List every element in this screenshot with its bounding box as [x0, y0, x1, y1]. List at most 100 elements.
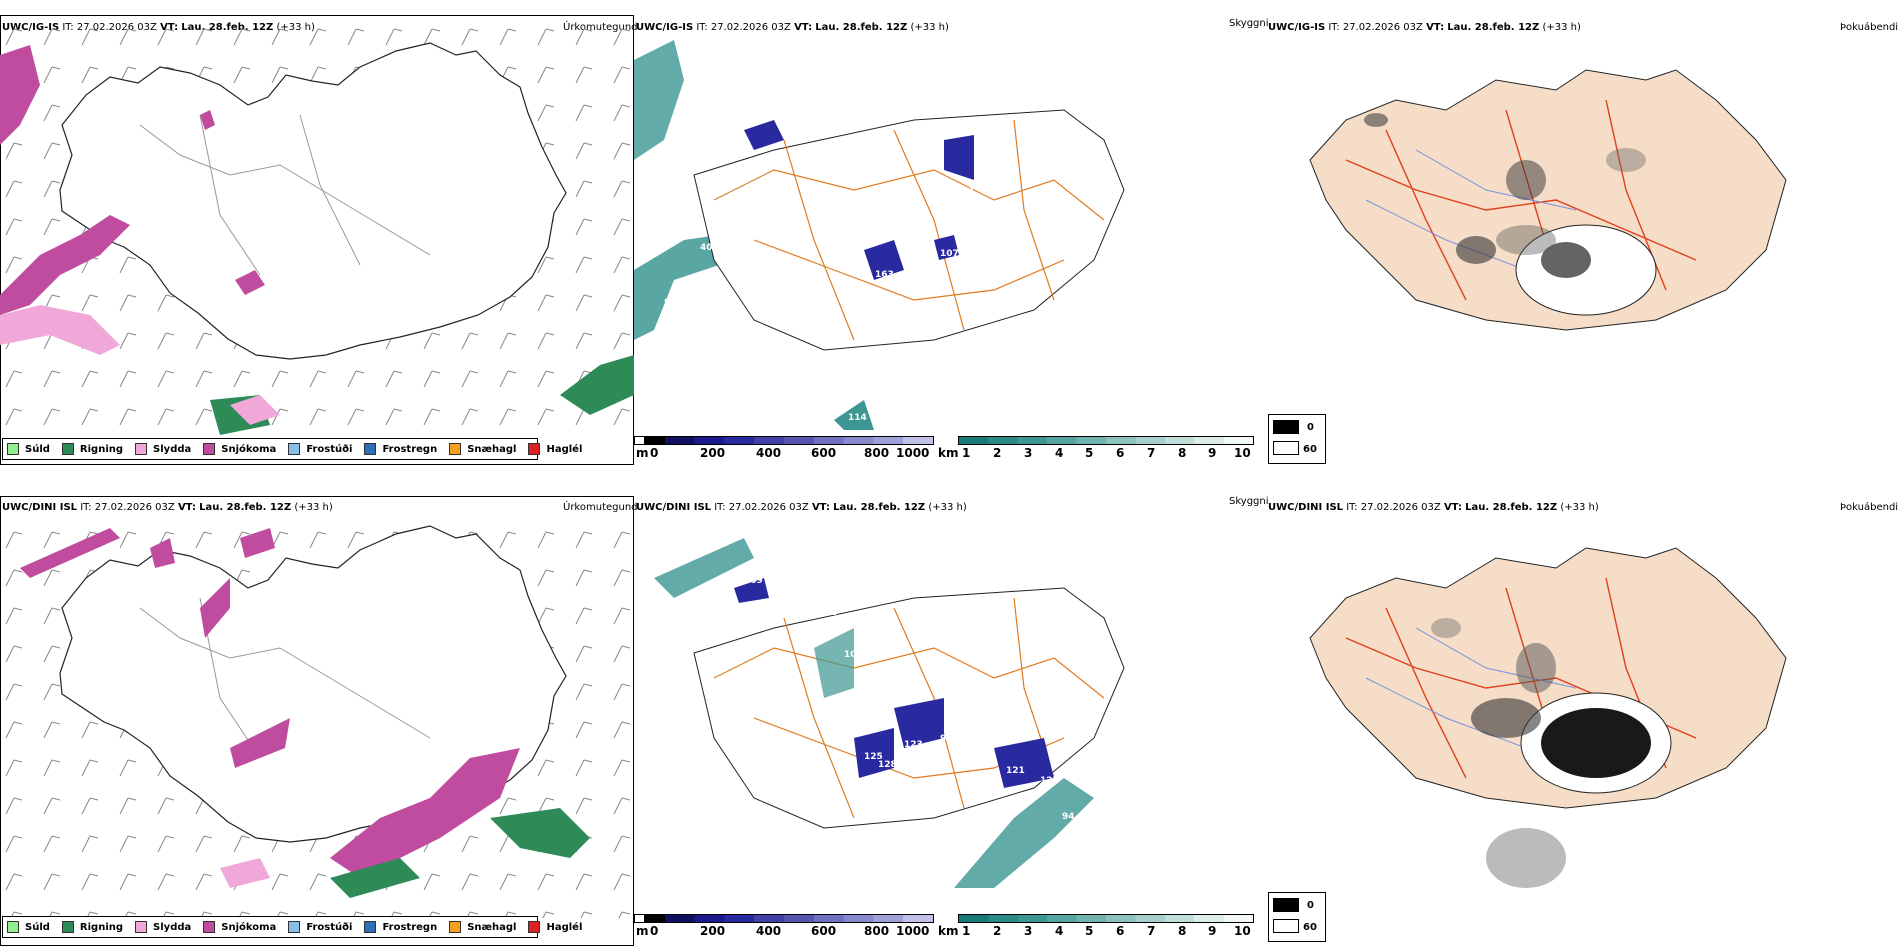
- visibility-tick: 7: [1147, 446, 1156, 460]
- panel-fog-index-bottom: UWC/DINI ISL IT: 27.02.2026 03Z VT: Lau.…: [1266, 478, 1900, 948]
- map-cloud-base-bottom: [654, 538, 1125, 888]
- visibility-tick: 9: [1208, 446, 1217, 460]
- map-precip-top: [0, 15, 634, 445]
- ceiling-label: 111: [956, 186, 975, 196]
- legend-item-snaehagl: Snæhagl: [449, 443, 516, 455]
- ceiling-label: 84: [648, 336, 661, 346]
- legend-swatch: [449, 443, 462, 455]
- visibility-tick: 1: [962, 924, 971, 938]
- panel-title: Skyggni: [1229, 18, 1269, 29]
- legend-swatch: [528, 921, 541, 933]
- ceiling-label: 121: [1006, 766, 1025, 776]
- legend-swatch: [61, 443, 74, 455]
- ceiling-label: 127: [1040, 776, 1059, 786]
- visibility-colorbar: km 1 2 3 4 5 6 7 8 9 10: [938, 436, 1254, 460]
- model-name: UWC/IG-IS: [1268, 22, 1326, 33]
- panel-title: Þokuábendi: [1840, 502, 1899, 513]
- ceiling-colorbar: m 0 200 400 600 800 1000: [634, 436, 934, 460]
- lead-time: (+33 h): [1560, 502, 1599, 513]
- legend-item-hagl: Haglél: [528, 443, 582, 455]
- fog-swatch-0: [1273, 898, 1299, 912]
- visibility-tick: 7: [1147, 924, 1156, 938]
- fog-label-60: 60: [1303, 444, 1317, 455]
- legend-item-frostudi: Frostúði: [288, 921, 352, 933]
- visibility-tick: 1: [962, 446, 971, 460]
- model-name: UWC/IG-IS: [636, 22, 694, 33]
- legend-swatch: [528, 443, 541, 455]
- legend-swatch: [364, 443, 377, 455]
- ceiling-bar-segment: [634, 436, 934, 445]
- legend-swatch: [449, 921, 462, 933]
- ceiling-label: 94: [1062, 812, 1075, 822]
- legend-item-hagl: Haglél: [528, 921, 582, 933]
- ceiling-label: 114: [848, 413, 867, 423]
- ceiling-tick: 400: [756, 446, 782, 460]
- panel-fog-index-top: UWC/IG-IS IT: 27.02.2026 03Z VT: Lau. 28…: [1266, 0, 1900, 470]
- panel-precip-type-top: UWC/IG-IS IT: 27.02.2026 03Z VT: Lau. 28…: [0, 0, 640, 470]
- ceiling-tick: 200: [700, 446, 726, 460]
- panel-title: Skyggni: [1229, 496, 1269, 507]
- it-value: 27.02.2026 03Z: [94, 502, 175, 513]
- visibility-tick: 6: [1116, 446, 1125, 460]
- ceiling-label: 99: [664, 298, 677, 308]
- legend-swatch: [364, 921, 377, 933]
- ceiling-tick: 0: [650, 924, 659, 938]
- visibility-tick: 2: [993, 446, 1002, 460]
- legend-item-frostregn: Frostregn: [364, 921, 437, 933]
- panel-header: UWC/DINI ISL IT: 27.02.2026 03Z VT: Lau.…: [2, 502, 333, 514]
- visibility-tick: 8: [1178, 924, 1187, 938]
- ceiling-label: 406: [700, 243, 719, 253]
- it-value: 27.02.2026 03Z: [1342, 22, 1423, 33]
- it-value: 27.02.2026 03Z: [1360, 502, 1441, 513]
- ceiling-label: 107: [844, 650, 863, 660]
- visibility-bar-segment: [958, 436, 1254, 445]
- legend-item-slydda: Slydda: [135, 443, 191, 455]
- precip-legend: Súld Rigning Slydda Snjókoma Frostúði Fr…: [2, 438, 582, 460]
- fog-legend: 0 60: [1268, 892, 1326, 942]
- map-cloud-base-top: [634, 40, 1125, 430]
- visibility-tick: 2: [993, 924, 1002, 938]
- it-value: 27.02.2026 03Z: [728, 502, 809, 513]
- it-label: IT:: [696, 22, 708, 33]
- vt-value: Lau. 28.feb. 12Z: [1447, 22, 1540, 33]
- legend-item-frostregn: Frostregn: [364, 443, 437, 455]
- map-fog-bottom: [1309, 547, 1787, 888]
- ceiling-label: 125: [864, 752, 883, 762]
- visibility-tick: 10: [1234, 446, 1251, 460]
- visibility-unit: km: [938, 446, 959, 460]
- model-name: UWC/DINI ISL: [2, 502, 78, 513]
- ceiling-unit: m: [636, 924, 649, 938]
- ceiling-label: 163: [875, 270, 894, 280]
- it-label: IT:: [714, 502, 726, 513]
- vt-value: Lau. 28.feb. 12Z: [833, 502, 926, 513]
- fog-legend: 0 60: [1268, 414, 1326, 464]
- it-label: IT:: [1328, 22, 1340, 33]
- legend-swatch: [288, 443, 301, 455]
- panel-cloud-base-bottom: UWC/DINI ISL IT: 27.02.2026 03Z VT: Lau.…: [634, 478, 1269, 948]
- ceiling-label: 128: [878, 760, 897, 770]
- ceiling-unit: m: [636, 446, 649, 460]
- legend-item-rigning: Rigning: [61, 921, 123, 933]
- vt-label: VT:: [177, 502, 196, 513]
- it-label: IT:: [1346, 502, 1358, 513]
- legend-item-snjokoma: Snjókoma: [203, 921, 276, 933]
- lead-time: (+33 h): [910, 22, 949, 33]
- legend-item-sald: Súld: [7, 921, 50, 933]
- ceiling-label: 91: [940, 734, 953, 744]
- legend-item-frostudi: Frostúði: [288, 443, 352, 455]
- visibility-unit: km: [938, 924, 959, 938]
- ceiling-tick: 800: [864, 446, 890, 460]
- ceiling-tick: 1000: [896, 924, 930, 938]
- fog-label-0: 0: [1307, 900, 1314, 911]
- ceiling-tick: 800: [864, 924, 890, 938]
- it-value: 27.02.2026 03Z: [710, 22, 791, 33]
- lead-time: (+33 h): [294, 502, 333, 513]
- vt-label: VT:: [794, 22, 813, 33]
- vt-value: Lau. 28.feb. 12Z: [1465, 502, 1558, 513]
- vt-label: VT:: [811, 502, 830, 513]
- legend-swatch: [203, 443, 216, 455]
- visibility-tick: 10: [1234, 924, 1251, 938]
- ceiling-label: 541: [818, 608, 837, 618]
- model-name: UWC/DINI ISL: [1268, 502, 1344, 513]
- fog-label-60: 60: [1303, 922, 1317, 933]
